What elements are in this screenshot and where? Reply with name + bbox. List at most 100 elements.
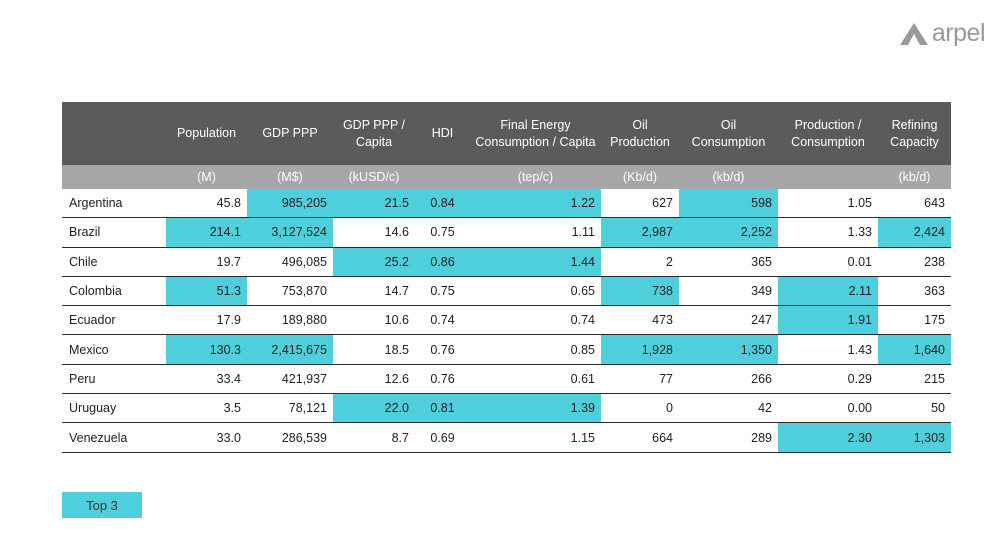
value-cell: 189,880 bbox=[247, 305, 333, 336]
value-cell: 51.3 bbox=[166, 276, 247, 307]
value-cell: 25.2 bbox=[333, 247, 415, 277]
value-cell: 496,085 bbox=[247, 247, 333, 277]
country-cell: Venezuela bbox=[62, 422, 166, 453]
country-cell: Argentina bbox=[62, 189, 166, 219]
value-cell: 1,640 bbox=[878, 334, 951, 365]
value-cell: 266 bbox=[679, 364, 778, 395]
value-cell: 45.8 bbox=[166, 189, 247, 219]
unit-header: (Kb/d) bbox=[601, 165, 679, 189]
value-cell: 17.9 bbox=[166, 305, 247, 336]
value-cell: 473 bbox=[601, 305, 679, 336]
value-cell: 42 bbox=[679, 393, 778, 424]
unit-header bbox=[62, 165, 166, 189]
arpel-logo: arpel bbox=[898, 19, 986, 47]
value-cell: 1.33 bbox=[778, 217, 878, 248]
column-header bbox=[62, 102, 166, 165]
unit-header: (M) bbox=[166, 165, 247, 189]
value-cell: 33.4 bbox=[166, 364, 247, 395]
table-row: Uruguay 3.5 78,121 22.0 0.81 1.39 0 42 0.00 50 bbox=[62, 393, 951, 424]
value-cell: 363 bbox=[878, 276, 951, 307]
column-header: GDP PPP / Capita bbox=[333, 102, 415, 165]
value-cell: 0.81 bbox=[415, 393, 470, 424]
unit-header: (kb/d) bbox=[679, 165, 778, 189]
value-cell: 33.0 bbox=[166, 422, 247, 453]
column-header: Population bbox=[166, 102, 247, 165]
value-cell: 286,539 bbox=[247, 422, 333, 453]
value-cell: 2.30 bbox=[778, 422, 878, 453]
value-cell: 19.7 bbox=[166, 247, 247, 277]
unit-header bbox=[778, 165, 878, 189]
value-cell: 2,415,675 bbox=[247, 334, 333, 365]
country-cell: Peru bbox=[62, 364, 166, 395]
value-cell: 0.29 bbox=[778, 364, 878, 395]
value-cell: 2.11 bbox=[778, 276, 878, 307]
value-cell: 2,252 bbox=[679, 217, 778, 248]
column-header: Oil Consumption bbox=[679, 102, 778, 165]
value-cell: 349 bbox=[679, 276, 778, 307]
value-cell: 10.6 bbox=[333, 305, 415, 336]
table-row: Mexico 130.3 2,415,675 18.5 0.76 0.85 1,928 1,3… bbox=[62, 334, 951, 365]
value-cell: 0 bbox=[601, 393, 679, 424]
logo-text: arpel bbox=[931, 19, 986, 47]
value-cell: 2,987 bbox=[601, 217, 679, 248]
value-cell: 1,928 bbox=[601, 334, 679, 365]
table-row: Colombia 51.3 753,870 14.7 0.75 0.65 738 349 2.1… bbox=[62, 276, 951, 307]
value-cell: 1.44 bbox=[470, 247, 601, 277]
value-cell: 1.91 bbox=[778, 305, 878, 336]
value-cell: 2 bbox=[601, 247, 679, 277]
unit-header: (M$) bbox=[247, 165, 333, 189]
column-header: Production / Consumption bbox=[778, 102, 878, 165]
arpel-house-icon bbox=[899, 23, 928, 45]
value-cell: 1.39 bbox=[470, 393, 601, 424]
value-cell: 0.00 bbox=[778, 393, 878, 424]
value-cell: 0.85 bbox=[470, 334, 601, 365]
table-body: Argentina 45.8 985,205 21.5 0.84 1.22 627 598 1.… bbox=[62, 189, 951, 453]
value-cell: 3.5 bbox=[166, 393, 247, 424]
country-cell: Ecuador bbox=[62, 305, 166, 336]
value-cell: 214.1 bbox=[166, 217, 247, 248]
value-cell: 0.84 bbox=[415, 189, 470, 219]
value-cell: 421,937 bbox=[247, 364, 333, 395]
value-cell: 1.22 bbox=[470, 189, 601, 219]
value-cell: 0.01 bbox=[778, 247, 878, 277]
value-cell: 1,350 bbox=[679, 334, 778, 365]
value-cell: 130.3 bbox=[166, 334, 247, 365]
value-cell: 1.43 bbox=[778, 334, 878, 365]
value-cell: 1.05 bbox=[778, 189, 878, 219]
value-cell: 0.61 bbox=[470, 364, 601, 395]
value-cell: 8.7 bbox=[333, 422, 415, 453]
value-cell: 3,127,524 bbox=[247, 217, 333, 248]
value-cell: 985,205 bbox=[247, 189, 333, 219]
value-cell: 598 bbox=[679, 189, 778, 219]
table-row: Chile 19.7 496,085 25.2 0.86 1.44 2 365 0.01 238 bbox=[62, 247, 951, 277]
value-cell: 1,303 bbox=[878, 422, 951, 453]
value-cell: 0.75 bbox=[415, 217, 470, 248]
units-header-row: (M) (M$) (kUSD/c) (tep/c) (Kb/d) (kb/d) (kb/d) bbox=[62, 165, 951, 189]
value-cell: 0.65 bbox=[470, 276, 601, 307]
value-cell: 738 bbox=[601, 276, 679, 307]
column-header: HDI bbox=[415, 102, 470, 165]
value-cell: 2,424 bbox=[878, 217, 951, 248]
value-cell: 289 bbox=[679, 422, 778, 453]
table-row: Ecuador 17.9 189,880 10.6 0.74 0.74 473 247 1.91… bbox=[62, 305, 951, 336]
table-row: Venezuela 33.0 286,539 8.7 0.69 1.15 664 289 2.3… bbox=[62, 422, 951, 453]
value-cell: 0.76 bbox=[415, 334, 470, 365]
column-header: Oil Production bbox=[601, 102, 679, 165]
unit-header: (kUSD/c) bbox=[333, 165, 415, 189]
country-cell: Chile bbox=[62, 247, 166, 277]
value-cell: 238 bbox=[878, 247, 951, 277]
value-cell: 0.74 bbox=[415, 305, 470, 336]
value-cell: 0.86 bbox=[415, 247, 470, 277]
value-cell: 627 bbox=[601, 189, 679, 219]
energy-indicators-table: Population GDP PPP GDP PPP / Capita HDI Fina… bbox=[62, 102, 951, 453]
value-cell: 215 bbox=[878, 364, 951, 395]
column-header: Refining Capacity bbox=[878, 102, 951, 165]
top3-legend: Top 3 bbox=[62, 492, 142, 518]
country-cell: Colombia bbox=[62, 276, 166, 307]
value-cell: 753,870 bbox=[247, 276, 333, 307]
value-cell: 21.5 bbox=[333, 189, 415, 219]
table-row: Peru 33.4 421,937 12.6 0.76 0.61 77 266 0.29 215 bbox=[62, 364, 951, 395]
value-cell: 247 bbox=[679, 305, 778, 336]
value-cell: 0.75 bbox=[415, 276, 470, 307]
unit-header: (kb/d) bbox=[878, 165, 951, 189]
